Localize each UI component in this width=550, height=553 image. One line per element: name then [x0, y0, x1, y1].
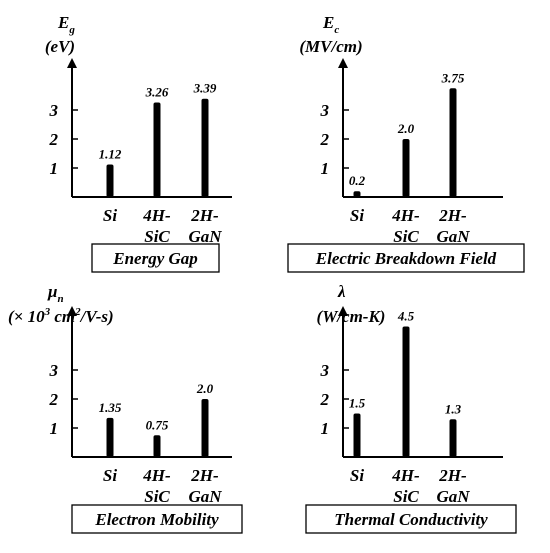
bar	[402, 326, 410, 457]
bar	[353, 191, 361, 197]
category-label: Si	[350, 466, 364, 485]
y-axis-unit: (MV/cm)	[299, 37, 362, 56]
chart-title: Thermal Conductivity	[334, 510, 488, 529]
bar	[449, 419, 457, 457]
title-box	[287, 243, 525, 273]
category-label: 2H-	[190, 206, 219, 225]
y-tick-label: 2	[49, 390, 59, 409]
chart-panel-1: Eg(eV) 1 2 3 1.12 3.26 3.39 Si 4H- SiC 2H- GaN Energ…	[45, 13, 232, 273]
y-axis-symbol: λ	[337, 282, 346, 301]
y-axis-arrow	[67, 58, 77, 68]
category-label: 2H-	[438, 206, 467, 225]
y-axis-symbol-main: E	[57, 13, 69, 32]
category-label: GaN	[436, 487, 470, 506]
category-label: 4H-	[142, 466, 171, 485]
y-axis-arrow	[338, 306, 348, 316]
y-tick-label: 3	[320, 361, 330, 380]
bar	[402, 139, 410, 197]
y-axis-symbol-main: E	[322, 13, 334, 32]
category-label: GaN	[188, 227, 222, 246]
category-label: SiC	[144, 487, 170, 506]
bar	[106, 417, 114, 457]
category-label: GaN	[436, 227, 470, 246]
category-label: Si	[350, 206, 364, 225]
y-axis-unit-part: cm	[50, 307, 75, 326]
y-axis-symbol-subscript: g	[68, 24, 75, 36]
bar	[201, 98, 209, 197]
data-label: 1.35	[99, 400, 122, 415]
y-tick-label: 1	[50, 419, 59, 438]
bar	[106, 164, 114, 197]
category-label: 4H-	[391, 206, 420, 225]
bar	[153, 435, 161, 457]
data-label: 1.5	[349, 396, 366, 411]
data-label: 1.3	[445, 401, 462, 416]
y-tick-label: 3	[49, 101, 59, 120]
y-tick-label: 2	[320, 390, 330, 409]
bar	[353, 413, 361, 457]
y-axis-symbol: μn	[47, 282, 64, 305]
category-label: Si	[103, 466, 117, 485]
category-label: Si	[103, 206, 117, 225]
title-box	[91, 243, 220, 273]
y-axis-symbol-main: μ	[47, 282, 57, 301]
y-axis-unit-superscript: 3	[44, 306, 51, 318]
data-label: 3.39	[193, 81, 217, 96]
y-axis-unit: (× 103 cm2/V-s)	[8, 306, 114, 326]
title-box	[71, 504, 243, 534]
y-axis-arrow	[67, 306, 77, 316]
chart-title: Energy Gap	[112, 249, 198, 268]
bar	[153, 102, 161, 197]
chart-title: Electric Breakdown Field	[315, 249, 497, 268]
y-tick-label: 1	[50, 159, 59, 178]
category-label: 4H-	[391, 466, 420, 485]
chart-panel-2: Ec(MV/cm) 1 2 3 0.2 2.0 3.75 Si 4H- SiC 2H- GaN Elec…	[287, 13, 525, 273]
category-label: SiC	[393, 227, 419, 246]
category-label: 2H-	[190, 466, 219, 485]
y-axis-unit-part: (× 10	[8, 307, 45, 326]
y-axis-symbol-main: λ	[337, 282, 346, 301]
y-axis-unit-part: /V-s)	[79, 307, 114, 326]
y-axis-symbol: Eg	[57, 13, 75, 36]
chart-title: Electron Mobility	[94, 510, 219, 529]
category-label: SiC	[393, 487, 419, 506]
y-axis-unit-superscript: 2	[74, 306, 81, 318]
data-label: 4.5	[397, 309, 415, 324]
data-label: 1.12	[99, 147, 122, 162]
bar	[449, 88, 457, 197]
data-label: 2.0	[196, 381, 214, 396]
y-axis-unit: (W/cm-K)	[317, 307, 386, 326]
y-axis-symbol: Ec	[322, 13, 339, 36]
data-label: 0.75	[146, 417, 169, 432]
y-tick-label: 3	[320, 101, 330, 120]
data-label: 3.75	[441, 70, 465, 85]
category-label: SiC	[144, 227, 170, 246]
y-tick-label: 1	[321, 419, 330, 438]
data-label: 2.0	[397, 121, 415, 136]
category-label: GaN	[188, 487, 222, 506]
y-axis-unit: (eV)	[45, 37, 75, 56]
category-label: 2H-	[438, 466, 467, 485]
y-axis-symbol-subscript: n	[57, 293, 63, 305]
y-tick-label: 3	[49, 361, 59, 380]
data-label: 0.2	[349, 173, 366, 188]
y-axis-arrow	[338, 58, 348, 68]
title-box	[305, 504, 517, 534]
y-axis-symbol-subscript: c	[334, 24, 339, 36]
y-tick-label: 1	[321, 159, 330, 178]
y-tick-label: 2	[49, 130, 59, 149]
data-label: 3.26	[145, 84, 169, 99]
y-tick-label: 2	[320, 130, 330, 149]
chart-panel-4: λ (W/cm-K) 1 2 3 1.5 4.5 1.3 Si 4H- SiC 2H- GaN Therm…	[305, 282, 517, 534]
bar	[201, 399, 209, 457]
category-label: 4H-	[142, 206, 171, 225]
